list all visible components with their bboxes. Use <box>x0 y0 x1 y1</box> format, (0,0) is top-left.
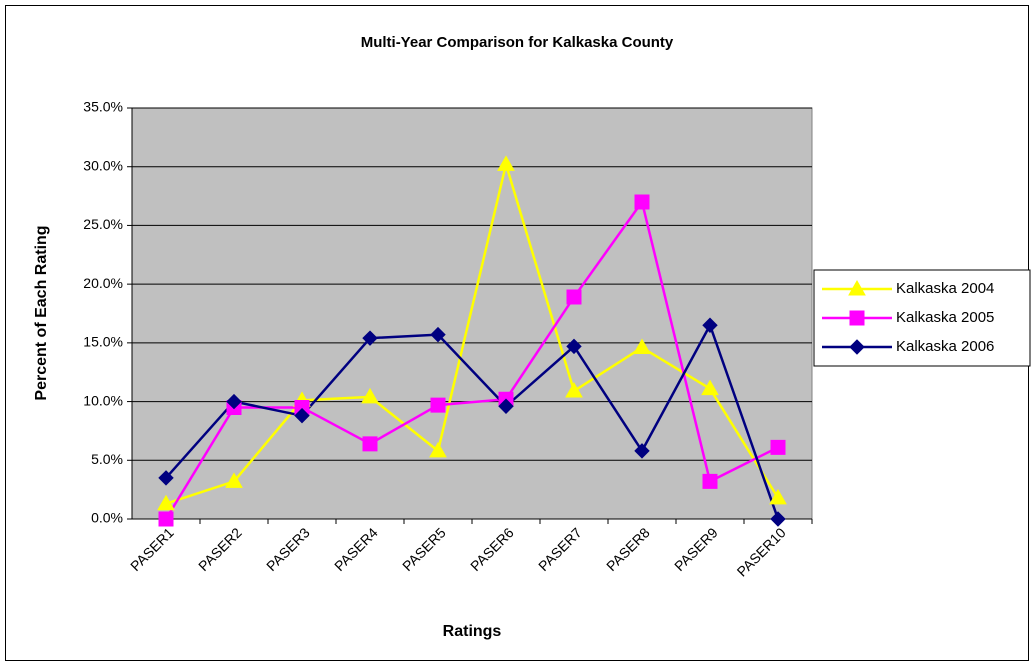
y-tick-label: 25.0% <box>83 216 123 232</box>
data-point <box>634 443 650 459</box>
data-point <box>769 488 787 505</box>
data-point <box>362 436 378 452</box>
y-axis-title: Percent of Each Rating <box>33 225 50 400</box>
data-point <box>294 399 310 415</box>
data-point <box>498 398 514 414</box>
data-point <box>701 379 719 396</box>
data-point <box>430 326 446 343</box>
plot-area <box>131 107 813 520</box>
y-tick-label: 20.0% <box>83 275 123 291</box>
data-point <box>565 381 583 398</box>
data-point <box>633 338 651 355</box>
data-point <box>702 317 718 333</box>
legend-label: Kalkaska 2006 <box>896 338 994 355</box>
data-point <box>702 473 718 489</box>
legend-box <box>813 269 1031 367</box>
y-tick-label: 10.0% <box>83 392 123 408</box>
x-axis-title: Ratings <box>443 623 502 640</box>
data-point <box>158 470 174 486</box>
data-point <box>361 387 379 404</box>
legend-marker <box>848 279 866 296</box>
data-point <box>566 338 582 355</box>
legend-label: Kalkaska 2005 <box>896 309 994 326</box>
legend-marker <box>849 310 865 326</box>
y-tick-label: 30.0% <box>83 157 123 173</box>
y-tick-label: 0.0% <box>91 510 123 526</box>
legend-marker <box>849 339 865 355</box>
data-point <box>770 511 786 527</box>
series-line <box>165 159 780 505</box>
data-point <box>226 393 242 410</box>
y-tick-label: 5.0% <box>91 451 123 467</box>
data-point <box>497 155 515 171</box>
data-point <box>770 439 786 455</box>
legend-label: Kalkaska 2004 <box>896 280 994 297</box>
data-point <box>634 194 650 210</box>
data-point <box>157 494 175 511</box>
data-point <box>566 289 582 305</box>
chart-title: Multi-Year Comparison for Kalkaska Count… <box>361 34 674 51</box>
series-line <box>165 322 780 520</box>
data-point <box>294 407 310 424</box>
data-point <box>225 472 243 488</box>
data-point <box>158 511 174 527</box>
y-tick-label: 15.0% <box>83 334 123 350</box>
y-tick-label: 35.0% <box>83 99 123 115</box>
data-point <box>429 441 447 458</box>
data-point <box>430 397 446 413</box>
data-point <box>362 330 378 346</box>
